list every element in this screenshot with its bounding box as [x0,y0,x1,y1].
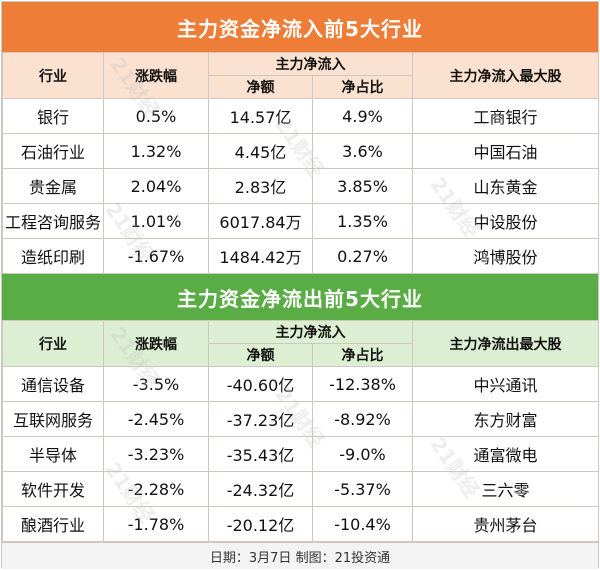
table-row: 互联网服务 -2.45% -37.23亿 -8.92% 东方财富 [2,401,599,437]
ratio-cell: 0.27% [312,238,413,274]
table-row: 半导体 -3.23% -35.43亿 -9.0% 通富微电 [2,436,599,472]
header-net-amount: 净额 [208,75,313,99]
change-cell: 0.5% [103,98,209,134]
footer-credit: 日期：3月7日 制图：21投资通 [2,542,598,569]
outflow-title: 主力资金净流出前5大行业 [2,274,598,320]
industry-cell: 互联网服务 [2,401,104,437]
table-row: 石油行业 1.32% 4.45亿 3.6% 中国石油 [2,133,599,169]
amount-cell: -37.23亿 [208,401,313,437]
industry-cell: 石油行业 [2,133,104,169]
ratio-cell: -8.92% [312,401,413,437]
amount-cell: -40.60亿 [208,366,313,402]
ratio-cell: -5.37% [312,471,413,507]
inflow-title: 主力资金净流入前5大行业 [2,2,598,52]
industry-cell: 工程咨询服务 [2,203,104,239]
table-row: 造纸印刷 -1.67% 1484.42万 0.27% 鸿博股份 [2,238,599,274]
stock-cell: 中国石油 [412,133,599,169]
table-row: 工程咨询服务 1.01% 6017.84万 1.35% 中设股份 [2,203,599,239]
industry-cell: 银行 [2,98,104,134]
change-cell: -2.45% [103,401,209,437]
industry-cell: 造纸印刷 [2,238,104,274]
header-main-net: 主力净流入 [208,320,413,344]
ratio-cell: -10.4% [312,506,413,542]
amount-cell: -20.12亿 [208,506,313,542]
change-cell: -2.28% [103,471,209,507]
industry-cell: 半导体 [2,436,104,472]
table-row: 银行 0.5% 14.57亿 4.9% 工商银行 [2,98,599,134]
industry-cell: 贵金属 [2,168,104,204]
amount-cell: 6017.84万 [208,203,313,239]
header-net-ratio: 净占比 [312,343,413,367]
stock-cell: 中兴通讯 [412,366,599,402]
header-industry: 行业 [2,320,104,367]
ratio-cell: 3.6% [312,133,413,169]
header-top-stock: 主力净流出最大股 [412,320,599,367]
table-row: 酿酒行业 -1.78% -20.12亿 -10.4% 贵州茅台 [2,506,599,542]
change-cell: -1.78% [103,506,209,542]
stock-cell: 通富微电 [412,436,599,472]
stock-cell: 东方财富 [412,401,599,437]
header-change: 涨跌幅 [103,52,209,99]
table-row: 软件开发 -2.28% -24.32亿 -5.37% 三六零 [2,471,599,507]
ratio-cell: -9.0% [312,436,413,472]
ratio-cell: 1.35% [312,203,413,239]
amount-cell: 4.45亿 [208,133,313,169]
header-net-amount: 净额 [208,343,313,367]
table-row: 通信设备 -3.5% -40.60亿 -12.38% 中兴通讯 [2,366,599,402]
amount-cell: -24.32亿 [208,471,313,507]
outflow-table: 行业 涨跌幅 主力净流入 主力净流出最大股 净额 净占比 通信设备 -3.5% … [2,320,599,542]
change-cell: -3.5% [103,366,209,402]
stock-cell: 鸿博股份 [412,238,599,274]
change-cell: 1.01% [103,203,209,239]
amount-cell: 2.83亿 [208,168,313,204]
industry-cell: 软件开发 [2,471,104,507]
stock-cell: 贵州茅台 [412,506,599,542]
amount-cell: -35.43亿 [208,436,313,472]
header-industry: 行业 [2,52,104,99]
stock-cell: 工商银行 [412,98,599,134]
header-change: 涨跌幅 [103,320,209,367]
header-main-net: 主力净流入 [208,52,413,76]
ratio-cell: 3.85% [312,168,413,204]
amount-cell: 1484.42万 [208,238,313,274]
stock-cell: 中设股份 [412,203,599,239]
change-cell: -3.23% [103,436,209,472]
amount-cell: 14.57亿 [208,98,313,134]
industry-cell: 酿酒行业 [2,506,104,542]
stock-cell: 三六零 [412,471,599,507]
header-top-stock: 主力净流入最大股 [412,52,599,99]
stock-cell: 山东黄金 [412,168,599,204]
industry-cell: 通信设备 [2,366,104,402]
change-cell: -1.67% [103,238,209,274]
table-row: 贵金属 2.04% 2.83亿 3.85% 山东黄金 [2,168,599,204]
change-cell: 2.04% [103,168,209,204]
ratio-cell: -12.38% [312,366,413,402]
change-cell: 1.32% [103,133,209,169]
ratio-cell: 4.9% [312,98,413,134]
inflow-table: 行业 涨跌幅 主力净流入 主力净流入最大股 净额 净占比 银行 0.5% 14.… [2,52,599,274]
header-net-ratio: 净占比 [312,75,413,99]
